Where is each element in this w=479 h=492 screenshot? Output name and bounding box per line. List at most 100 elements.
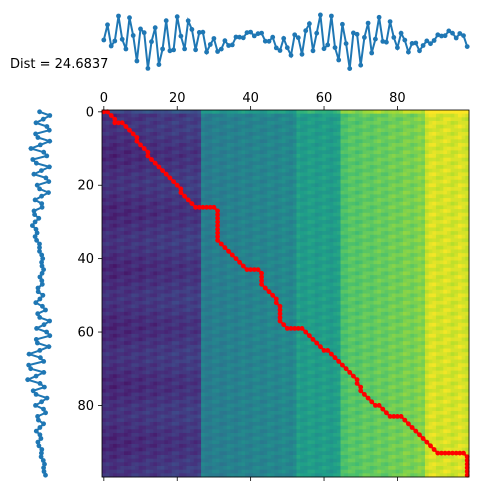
heatmap-cell — [248, 157, 253, 162]
heatmap-cell — [281, 150, 286, 155]
heatmap-cell — [171, 223, 176, 228]
heatmap-cell — [263, 447, 268, 452]
heatmap-cell — [179, 454, 184, 460]
heatmap-cell — [241, 454, 246, 460]
heatmap-cell — [278, 179, 283, 184]
heatmap-cell — [267, 344, 272, 349]
heatmap-cell — [212, 330, 217, 335]
heatmap-cell — [157, 337, 162, 342]
heatmap-cell — [256, 220, 261, 225]
heatmap-cell — [201, 465, 206, 471]
heatmap-cell — [270, 432, 275, 438]
heatmap-cell — [142, 113, 147, 118]
heatmap-cell — [234, 139, 239, 144]
heatmap-cell — [135, 161, 140, 166]
heatmap-cell — [234, 322, 239, 327]
heatmap-cell — [179, 201, 184, 206]
heatmap-cell — [102, 260, 107, 265]
heatmap-cell — [270, 245, 275, 250]
heatmap-cell — [252, 168, 257, 173]
heatmap-cell — [237, 451, 242, 456]
heatmap-cell — [190, 260, 195, 265]
heatmap-cell — [190, 168, 195, 173]
heatmap-cell — [171, 278, 176, 283]
heatmap-cell — [193, 410, 198, 416]
heatmap-cell — [186, 374, 191, 379]
heatmap-cell — [208, 330, 213, 335]
heatmap-cell — [274, 286, 279, 291]
heatmap-cell — [201, 451, 206, 456]
heatmap-cell — [160, 245, 165, 250]
heatmap-cell — [201, 407, 206, 412]
heatmap-cell — [116, 135, 121, 140]
heatmap-cell — [201, 282, 206, 287]
heatmap-cell — [186, 377, 191, 382]
heatmap-cell — [109, 333, 114, 338]
heatmap-cell — [175, 209, 180, 214]
heatmap-cell — [105, 293, 110, 298]
heatmap-cell — [149, 421, 154, 427]
heatmap-cell — [267, 168, 272, 173]
heatmap-cell — [263, 143, 268, 148]
heatmap-cell — [127, 179, 132, 184]
heatmap-cell — [281, 187, 286, 192]
heatmap-cell — [256, 385, 261, 390]
heatmap-cell — [102, 198, 107, 203]
heatmap-cell — [263, 297, 268, 302]
heatmap-cell — [278, 150, 283, 155]
heatmap-cell — [182, 443, 187, 449]
heatmap-cell — [157, 396, 162, 401]
heatmap-cell — [109, 242, 114, 247]
heatmap-cell — [208, 432, 213, 438]
heatmap-cell — [256, 403, 261, 408]
heatmap-cell — [278, 341, 283, 346]
heatmap-cell — [267, 201, 272, 206]
heatmap-cell — [208, 249, 213, 254]
heatmap-cell — [138, 216, 143, 221]
heatmap-cell — [105, 278, 110, 283]
heatmap-cell — [168, 289, 173, 294]
heatmap-cell — [215, 352, 220, 357]
heatmap-cell — [124, 128, 129, 133]
heatmap-cell — [278, 187, 283, 192]
heatmap-cell — [226, 124, 231, 129]
heatmap-cell — [160, 124, 165, 129]
heatmap-cell — [186, 165, 191, 170]
heatmap-cell — [127, 264, 132, 269]
heatmap-cell — [201, 117, 206, 122]
heatmap-cell — [179, 231, 184, 236]
heatmap-cell — [267, 286, 272, 291]
heatmap-cell — [234, 205, 239, 210]
heatmap-cell — [105, 458, 110, 463]
heatmap-cell — [259, 110, 264, 115]
heatmap-cell — [171, 234, 176, 239]
heatmap-cell — [182, 381, 187, 386]
heatmap-cell — [102, 117, 107, 122]
heatmap-cell — [164, 355, 169, 360]
heatmap-cell — [215, 124, 220, 129]
heatmap-cell — [270, 359, 275, 364]
heatmap-cell — [153, 403, 158, 408]
heatmap-cell — [138, 462, 143, 467]
heatmap-cell — [164, 124, 169, 129]
heatmap-cell — [223, 223, 228, 228]
heatmap-cell — [142, 447, 147, 452]
heatmap-cell — [116, 348, 121, 353]
heatmap-cell — [223, 172, 228, 177]
heatmap-cell — [142, 348, 147, 353]
heatmap-cell — [168, 234, 173, 239]
heatmap-cell — [131, 176, 136, 181]
heatmap-cell — [116, 374, 121, 379]
heatmap-cell — [248, 370, 253, 375]
heatmap-cell — [186, 407, 191, 412]
heatmap-cell — [230, 161, 235, 166]
heatmap-cell — [245, 366, 250, 371]
heatmap-cell — [219, 135, 224, 140]
heatmap-cell — [234, 253, 239, 258]
heatmap-cell — [252, 113, 257, 118]
heatmap-cell — [135, 436, 140, 441]
heatmap-cell — [208, 110, 213, 115]
heatmap-cell — [263, 264, 268, 269]
heatmap-cell — [105, 315, 110, 320]
heatmap-cell — [160, 135, 165, 140]
